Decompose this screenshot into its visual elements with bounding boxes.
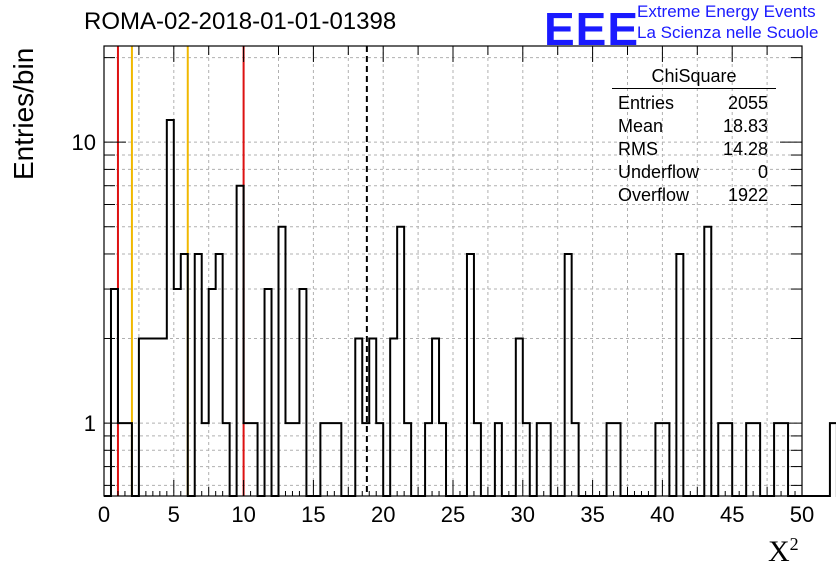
histogram-bin — [139, 339, 146, 496]
histogram-bin — [160, 339, 167, 496]
stats-row: Underflow 0 — [612, 161, 776, 184]
histogram-bin — [655, 423, 662, 496]
histogram-bin — [237, 186, 244, 496]
histogram-bin — [774, 423, 781, 496]
stats-label: Mean — [618, 116, 664, 136]
x-axis-label: X2 — [768, 534, 799, 569]
x-tick-label: 40 — [650, 502, 674, 527]
x-tick-label: 50 — [790, 502, 814, 527]
histogram-bin — [202, 423, 209, 496]
stats-label: RMS — [618, 139, 658, 159]
histogram-bin — [111, 289, 118, 496]
x-tick-label: 30 — [511, 502, 535, 527]
histogram-bin — [118, 423, 125, 496]
histogram-bin — [662, 423, 669, 496]
histogram-bin — [181, 254, 188, 496]
histogram-bin — [404, 423, 411, 496]
histogram-bin — [607, 423, 614, 496]
stats-value: 2055 — [727, 93, 768, 113]
stats-row: Overflow 1922 — [612, 184, 776, 207]
histogram-bin — [397, 227, 404, 496]
stats-value: 0 — [757, 162, 768, 182]
histogram-bin — [390, 339, 397, 496]
logo-line2: La Scienza nelle Scuole — [637, 23, 819, 42]
axis-ticks — [103, 46, 803, 496]
stats-box: ChiSquare Entries 2055 Mean 18.83 RMS 14.28… — [612, 66, 776, 207]
histogram-bin — [355, 339, 362, 496]
histogram-bin — [251, 423, 258, 496]
histogram-bin — [725, 423, 732, 496]
histogram-bin — [292, 423, 299, 496]
histogram-bin — [167, 120, 174, 496]
histogram-bin — [174, 289, 181, 496]
x-tick-label: 0 — [98, 502, 110, 527]
histogram-bin — [537, 423, 544, 496]
x-tick-label: 45 — [720, 502, 744, 527]
x-tick-label: 35 — [580, 502, 604, 527]
stats-label: Overflow — [618, 185, 690, 205]
histogram-bin — [265, 289, 272, 496]
y-tick-label: 10 — [72, 130, 96, 155]
eee-logo: EEE — [544, 3, 640, 55]
histogram-bin — [614, 423, 621, 496]
histogram-bin — [572, 423, 579, 496]
logo-line1: Extreme Energy Events — [637, 2, 816, 21]
histogram-bin — [432, 339, 439, 496]
histogram-bin — [279, 227, 286, 496]
stats-value: 1922 — [727, 185, 768, 205]
x-axis-label-text: X — [768, 535, 790, 568]
histogram-bin — [376, 423, 383, 496]
histogram-bin — [153, 339, 160, 496]
histogram-bin — [299, 289, 306, 496]
x-axis-label-sup: 2 — [789, 534, 799, 554]
stats-row: RMS 14.28 — [612, 138, 776, 161]
stats-title: ChiSquare — [612, 66, 776, 89]
stats-value: 18.83 — [722, 116, 768, 136]
histogram-bin — [439, 423, 446, 496]
histogram-bin — [425, 423, 432, 496]
x-tick-label: 10 — [231, 502, 255, 527]
histogram-bin — [753, 423, 760, 496]
histogram-bin — [369, 339, 376, 496]
histogram-bin — [216, 254, 223, 496]
histogram-bin — [334, 423, 341, 496]
histogram-bin — [746, 423, 753, 496]
histogram-bin — [704, 227, 711, 496]
histogram-bin — [320, 423, 327, 496]
histogram-bin — [544, 423, 551, 496]
stats-label: Entries — [618, 93, 675, 113]
histogram-bin — [195, 254, 202, 496]
histogram-bin — [467, 254, 474, 496]
tick-labels: 0 5 10 15 20 25 30 35 40 45 50 1 10 — [72, 130, 815, 527]
histogram-bin — [718, 423, 725, 496]
histogram-bin — [223, 423, 230, 496]
histogram-bin — [516, 339, 523, 496]
histogram-bin — [125, 423, 132, 496]
histogram-bin — [495, 423, 502, 496]
histogram-bin — [285, 423, 292, 496]
chart-title: ROMA-02-2018-01-01-01398 — [84, 8, 397, 35]
histogram-bin — [523, 423, 530, 496]
x-tick-label: 20 — [371, 502, 395, 527]
y-axis-label: Entries/bin — [8, 47, 39, 180]
stats-label: Underflow — [618, 162, 700, 182]
histogram-bin — [565, 254, 572, 496]
histogram-bin — [362, 423, 369, 496]
stats-row: Entries 2055 — [612, 92, 776, 115]
histogram-bin — [474, 423, 481, 496]
histogram-bin — [327, 423, 334, 496]
histogram-bin — [244, 423, 251, 496]
stats-value: 14.28 — [722, 139, 768, 159]
y-tick-label: 1 — [84, 411, 96, 436]
x-tick-label: 25 — [441, 502, 465, 527]
x-tick-label: 5 — [168, 502, 180, 527]
x-tick-label: 15 — [301, 502, 325, 527]
histogram-bin — [676, 254, 683, 496]
histogram-bin — [209, 289, 216, 496]
histogram-bin — [146, 339, 153, 496]
stats-row: Mean 18.83 — [612, 115, 776, 138]
histogram-bin — [781, 423, 788, 496]
